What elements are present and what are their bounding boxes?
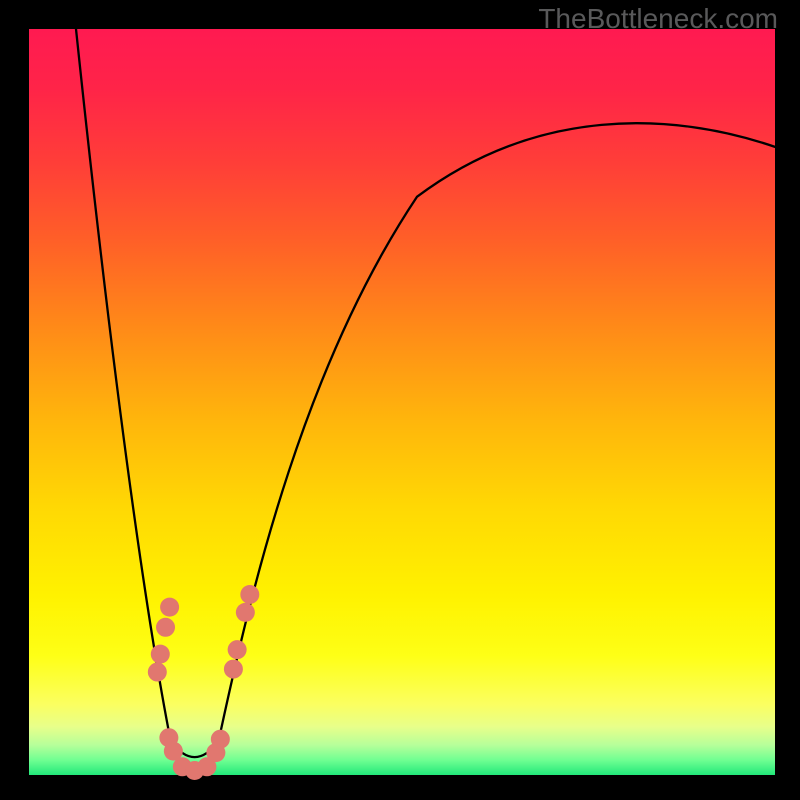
data-marker [160, 598, 179, 617]
watermark-label: TheBottleneck.com [538, 3, 778, 35]
data-marker [236, 603, 255, 622]
chart-container: TheBottleneck.com [0, 0, 800, 800]
plot-area [29, 29, 775, 775]
data-marker [156, 618, 175, 637]
data-marker [228, 640, 247, 659]
data-marker [148, 663, 167, 682]
data-marker [224, 660, 243, 679]
data-marker [211, 730, 230, 749]
data-marker [240, 585, 259, 604]
curve-layer [29, 29, 775, 775]
marker-group [148, 585, 260, 780]
bottleneck-curve [76, 29, 775, 757]
data-marker [151, 645, 170, 664]
